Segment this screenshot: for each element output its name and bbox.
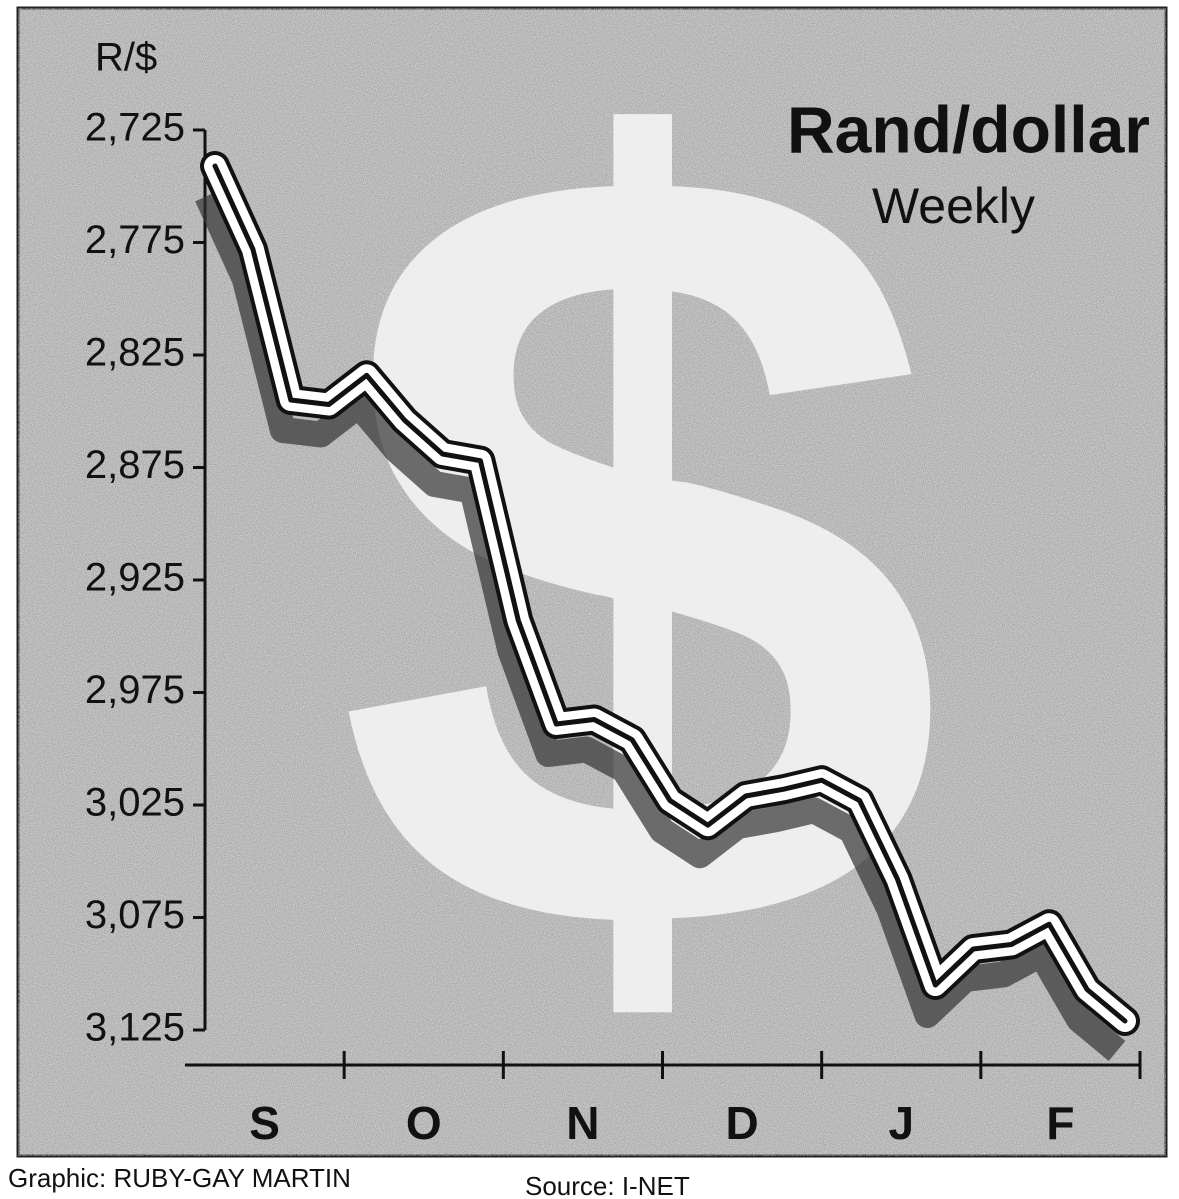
x-tick-label: S [249, 1097, 280, 1149]
x-tick-label: F [1046, 1097, 1074, 1149]
x-tick-label: D [725, 1097, 758, 1149]
chart-subtitle: Weekly [872, 178, 1035, 234]
line-shadow [195, 190, 1126, 1061]
y-tick-label: 2,875 [85, 443, 185, 487]
y-tick-label: 2,775 [85, 218, 185, 262]
x-tick-label: N [566, 1097, 599, 1149]
chart-title: Rand/dollar [787, 92, 1150, 166]
y-tick-label: 3,075 [85, 893, 185, 937]
x-tick-label: J [888, 1097, 914, 1149]
y-tick-label: 2,925 [85, 556, 185, 600]
y-axis-label: R/$ [95, 36, 157, 80]
y-tick-label: 3,125 [85, 1006, 185, 1050]
y-tick-label: 2,825 [85, 331, 185, 375]
plot: 2,725 2,775 2,825 2,875 2,925 2,975 3,025 3,075… [85, 106, 1142, 1149]
y-tick-label: 2,725 [85, 106, 185, 150]
dollar-sign-decoration: $ [334, 0, 946, 1165]
credit: Graphic: RUBY-GAY MARTIN [8, 1163, 351, 1193]
x-tick-label: O [406, 1097, 442, 1149]
source: Source: I-NET [525, 1171, 690, 1199]
line [212, 163, 1128, 1024]
y-tick-label: 3,025 [85, 781, 185, 825]
y-tick-label: 2,975 [85, 668, 185, 712]
